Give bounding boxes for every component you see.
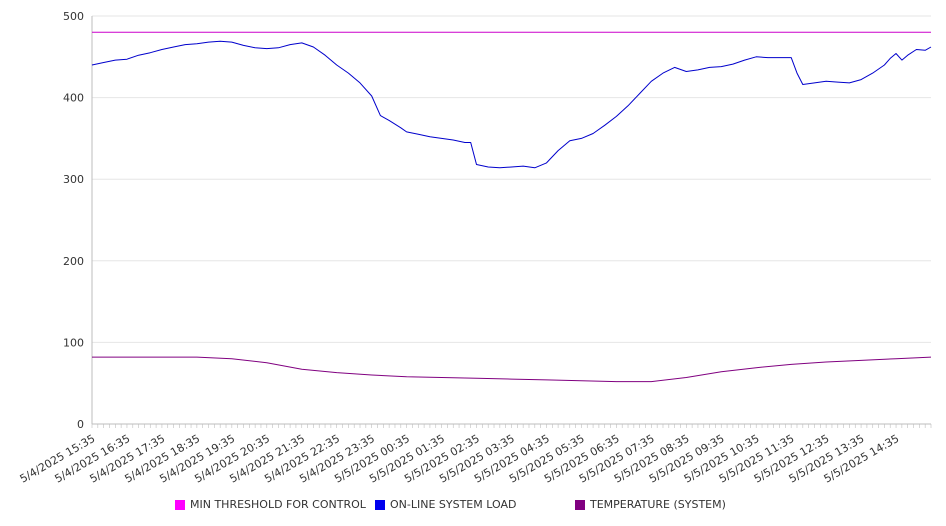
y-tick-label: 100 xyxy=(63,336,84,349)
y-tick-label: 0 xyxy=(77,418,84,431)
y-tick-label: 400 xyxy=(63,92,84,105)
legend-swatch-temperature xyxy=(575,499,585,510)
x-tick-labels: 5/4/2025 15:355/4/2025 16:355/4/2025 17:… xyxy=(18,432,902,486)
legend-item-system-load: ON-LINE SYSTEM LOAD xyxy=(375,498,516,511)
legend-item-min-threshold: MIN THRESHOLD FOR CONTROL xyxy=(175,498,366,511)
legend: MIN THRESHOLD FOR CONTROL ON-LINE SYSTEM… xyxy=(0,498,946,518)
series-line-1 xyxy=(91,40,932,169)
line-chart: 0 100 200 300 400 500 5/4/2025 15:355/4/2025 … xyxy=(18,10,932,486)
series-line-2 xyxy=(92,356,932,383)
y-tick-label: 300 xyxy=(63,173,84,186)
y-tick-labels: 0 100 200 300 400 500 xyxy=(63,10,84,431)
legend-label-temperature: TEMPERATURE (SYSTEM) xyxy=(590,498,726,511)
y-tick-label: 500 xyxy=(63,10,84,23)
axes xyxy=(91,16,932,428)
series-layer xyxy=(91,31,932,383)
legend-label-min-threshold: MIN THRESHOLD FOR CONTROL xyxy=(190,498,366,511)
legend-label-system-load: ON-LINE SYSTEM LOAD xyxy=(390,498,517,511)
legend-swatch-min-threshold xyxy=(175,499,185,510)
y-tick-label: 200 xyxy=(63,255,84,268)
legend-item-temperature: TEMPERATURE (SYSTEM) xyxy=(575,498,726,511)
legend-swatch-system-load xyxy=(375,499,385,510)
grid-lines xyxy=(92,15,931,343)
